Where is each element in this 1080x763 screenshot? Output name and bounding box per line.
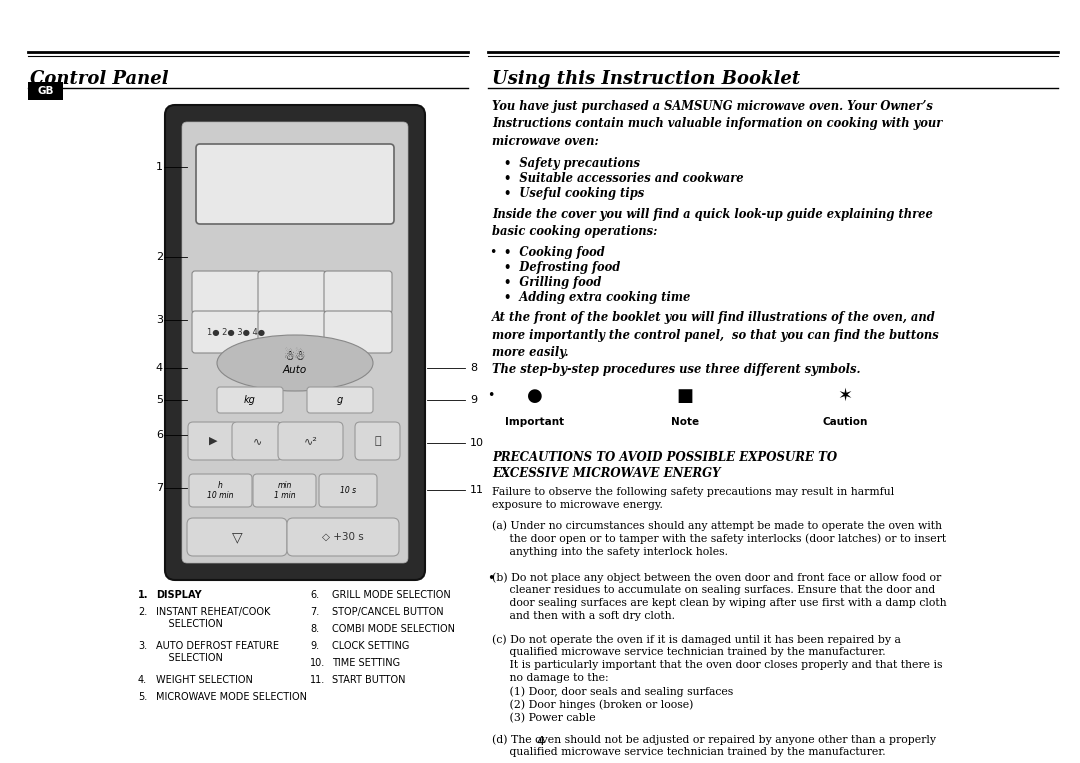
FancyBboxPatch shape xyxy=(324,311,392,353)
Text: 8.: 8. xyxy=(310,624,319,634)
Text: •  Grilling food: • Grilling food xyxy=(504,276,602,289)
FancyBboxPatch shape xyxy=(192,271,260,313)
Text: 6.: 6. xyxy=(310,590,319,600)
Text: ◇ +30 s: ◇ +30 s xyxy=(322,532,364,542)
Text: •: • xyxy=(489,246,497,259)
Text: 1.: 1. xyxy=(138,590,149,600)
Text: 4: 4 xyxy=(536,735,544,748)
Text: •  Defrosting food: • Defrosting food xyxy=(504,261,620,274)
Text: PRECAUTIONS TO AVOID POSSIBLE EXPOSURE TO
EXCESSIVE MICROWAVE ENERGY: PRECAUTIONS TO AVOID POSSIBLE EXPOSURE T… xyxy=(492,451,837,480)
Text: ⏰: ⏰ xyxy=(374,436,381,446)
Text: STOP/CANCEL BUTTON: STOP/CANCEL BUTTON xyxy=(332,607,444,617)
FancyBboxPatch shape xyxy=(192,311,260,353)
Text: Note: Note xyxy=(671,417,699,427)
Text: Control Panel: Control Panel xyxy=(30,70,168,88)
Text: 2.: 2. xyxy=(138,607,147,617)
Text: Important: Important xyxy=(505,417,565,427)
Text: DISPLAY: DISPLAY xyxy=(156,590,202,600)
Text: •  Cooking food: • Cooking food xyxy=(504,246,605,259)
Text: You have just purchased a SAMSUNG microwave oven. Your Owner’s
Instructions cont: You have just purchased a SAMSUNG microw… xyxy=(492,100,942,148)
Text: TIME SETTING: TIME SETTING xyxy=(332,658,400,668)
FancyBboxPatch shape xyxy=(253,474,316,507)
FancyBboxPatch shape xyxy=(287,518,399,556)
Text: WEIGHT SELECTION: WEIGHT SELECTION xyxy=(156,675,253,685)
FancyBboxPatch shape xyxy=(355,422,400,460)
Text: CLOCK SETTING: CLOCK SETTING xyxy=(332,641,409,651)
Text: INSTANT REHEAT/COOK
    SELECTION: INSTANT REHEAT/COOK SELECTION xyxy=(156,607,270,629)
Text: min
1 min: min 1 min xyxy=(273,481,295,501)
FancyBboxPatch shape xyxy=(307,387,373,413)
Text: ✶: ✶ xyxy=(837,387,852,405)
FancyBboxPatch shape xyxy=(258,311,326,353)
Text: 9: 9 xyxy=(470,395,477,405)
Text: (c) Do not operate the oven if it is damaged until it has been repaired by a
   : (c) Do not operate the oven if it is dam… xyxy=(492,634,943,723)
Text: 5.: 5. xyxy=(138,692,147,702)
FancyBboxPatch shape xyxy=(258,271,326,313)
Text: START BUTTON: START BUTTON xyxy=(332,675,405,685)
Text: 7: 7 xyxy=(156,483,163,493)
Text: MICROWAVE MODE SELECTION: MICROWAVE MODE SELECTION xyxy=(156,692,307,702)
Bar xyxy=(28,82,63,100)
Text: 7.: 7. xyxy=(310,607,320,617)
Text: h
10 min: h 10 min xyxy=(207,481,233,501)
Text: ●: ● xyxy=(527,387,543,405)
Text: Using this Instruction Booklet: Using this Instruction Booklet xyxy=(492,70,800,88)
FancyBboxPatch shape xyxy=(188,422,238,460)
Text: (b) Do not place any object between the oven door and front face or allow food o: (b) Do not place any object between the … xyxy=(492,572,947,621)
Text: Inside the cover you will find a quick look-up guide explaining three
basic cook: Inside the cover you will find a quick l… xyxy=(492,208,933,239)
Text: 3.: 3. xyxy=(138,641,147,651)
Text: AUTO DEFROST FEATURE
    SELECTION: AUTO DEFROST FEATURE SELECTION xyxy=(156,641,279,662)
FancyBboxPatch shape xyxy=(324,271,392,313)
Text: 9.: 9. xyxy=(310,641,319,651)
Text: COMBI MODE SELECTION: COMBI MODE SELECTION xyxy=(332,624,455,634)
Text: •  Useful cooking tips: • Useful cooking tips xyxy=(504,187,645,200)
Text: •  Suitable accessories and cookware: • Suitable accessories and cookware xyxy=(504,172,744,185)
Text: 6: 6 xyxy=(156,430,163,440)
Text: (a) Under no circumstances should any attempt be made to operate the oven with
 : (a) Under no circumstances should any at… xyxy=(492,520,946,557)
Text: At the front of the booklet you will find illustrations of the oven, and
more im: At the front of the booklet you will fin… xyxy=(492,311,939,359)
Text: •: • xyxy=(487,389,495,403)
Text: 10.: 10. xyxy=(310,658,325,668)
Text: GRILL MODE SELECTION: GRILL MODE SELECTION xyxy=(332,590,450,600)
FancyBboxPatch shape xyxy=(217,387,283,413)
FancyBboxPatch shape xyxy=(189,474,252,507)
FancyBboxPatch shape xyxy=(165,105,426,580)
FancyBboxPatch shape xyxy=(278,422,343,460)
Text: The step-by-step procedures use three different symbols.: The step-by-step procedures use three di… xyxy=(492,363,861,376)
Text: kg: kg xyxy=(244,395,256,405)
Text: Caution: Caution xyxy=(822,417,867,427)
Text: 1● 2● 3● 4●: 1● 2● 3● 4● xyxy=(207,327,265,336)
FancyBboxPatch shape xyxy=(195,144,394,224)
Text: ∿²: ∿² xyxy=(303,436,318,446)
FancyBboxPatch shape xyxy=(183,122,408,563)
Ellipse shape xyxy=(217,335,373,391)
Text: 10: 10 xyxy=(470,438,484,448)
Text: 4: 4 xyxy=(156,363,163,373)
Text: ☃☃: ☃☃ xyxy=(284,350,307,363)
Text: Auto: Auto xyxy=(283,365,307,375)
Text: •: • xyxy=(487,572,495,585)
Text: 5: 5 xyxy=(156,395,163,405)
Text: •  Safety precautions: • Safety precautions xyxy=(504,157,640,170)
Text: (d) The oven should not be adjusted or repaired by anyone other than a properly
: (d) The oven should not be adjusted or r… xyxy=(492,734,936,758)
Text: ∿: ∿ xyxy=(253,436,261,446)
Text: 8: 8 xyxy=(470,363,477,373)
FancyBboxPatch shape xyxy=(319,474,377,507)
Text: 3: 3 xyxy=(156,315,163,325)
Text: 11: 11 xyxy=(470,485,484,495)
Text: ▽: ▽ xyxy=(232,530,242,544)
FancyBboxPatch shape xyxy=(187,518,287,556)
Text: ▶: ▶ xyxy=(208,436,217,446)
Text: 1: 1 xyxy=(156,162,163,172)
Text: 10 s: 10 s xyxy=(340,486,356,495)
Text: g: g xyxy=(337,395,343,405)
FancyBboxPatch shape xyxy=(232,422,282,460)
Text: 2: 2 xyxy=(156,252,163,262)
Text: 11.: 11. xyxy=(310,675,325,685)
Text: 4.: 4. xyxy=(138,675,147,685)
Text: GB: GB xyxy=(37,86,54,96)
Text: ■: ■ xyxy=(676,387,693,405)
Text: •  Adding extra cooking time: • Adding extra cooking time xyxy=(504,291,690,304)
Text: Failure to observe the following safety precautions may result in harmful
exposu: Failure to observe the following safety … xyxy=(492,487,894,510)
